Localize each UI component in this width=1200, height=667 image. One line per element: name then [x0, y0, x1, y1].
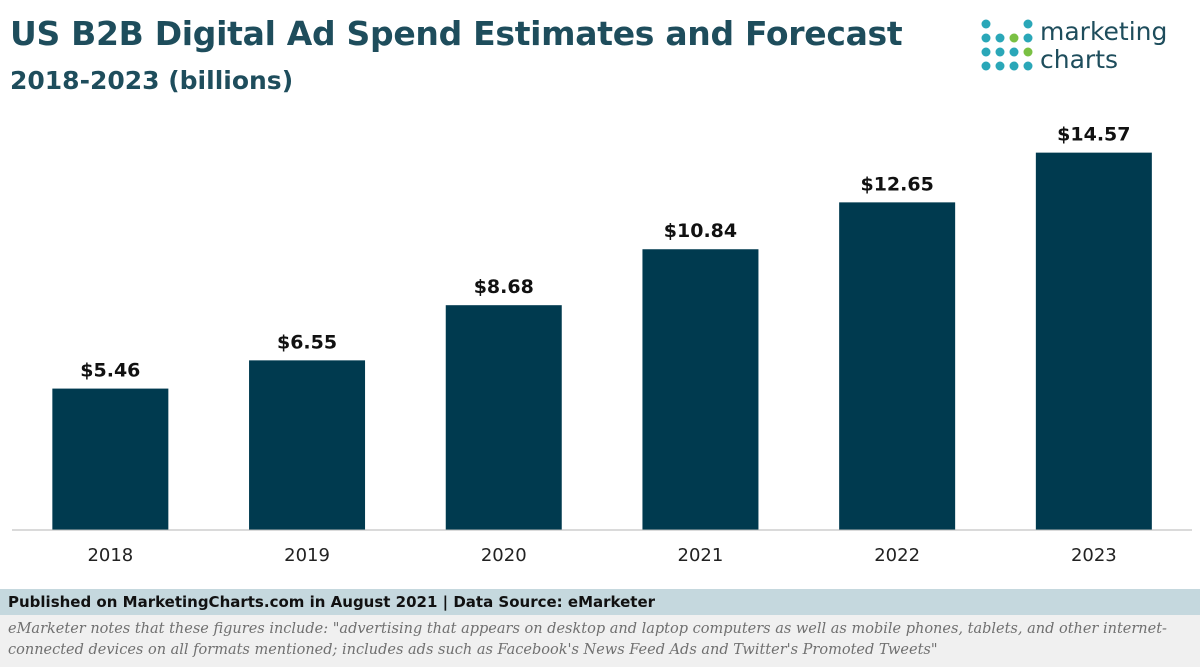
- bar-2019: [249, 360, 366, 530]
- bar-2020: [445, 305, 562, 530]
- logo-line-2: charts: [1040, 45, 1119, 74]
- logo-dot: [981, 19, 991, 29]
- data-label-2018: $5.46: [80, 360, 140, 382]
- data-label-2023: $14.57: [1057, 124, 1130, 146]
- bar-chart: $5.46 2018 $6.55 2019 $8.68 2020 $10.84 2021 $12…: [12, 124, 1192, 566]
- x-tick-2018: 2018: [87, 545, 133, 566]
- bar-2022: [839, 202, 956, 530]
- logo-dots-icon: [981, 19, 1033, 71]
- logo-dot: [981, 33, 991, 43]
- logo-dot: [1023, 61, 1033, 71]
- data-label-2019: $6.55: [277, 331, 337, 353]
- x-tick-2020: 2020: [481, 545, 527, 566]
- x-tick-2019: 2019: [284, 545, 330, 566]
- footer-note: eMarketer notes that these figures inclu…: [0, 615, 1200, 667]
- logo-dot: [1009, 33, 1019, 43]
- logo-dot: [1009, 47, 1019, 57]
- logo-dot: [995, 33, 1005, 43]
- x-tick-2023: 2023: [1071, 545, 1117, 566]
- logo-dot: [1023, 19, 1033, 29]
- x-tick-2022: 2022: [874, 545, 920, 566]
- footer-source: Published on MarketingCharts.com in Augu…: [0, 589, 1200, 615]
- logo-dot: [1009, 61, 1019, 71]
- logo-dot: [995, 61, 1005, 71]
- logo-dot: [995, 47, 1005, 57]
- marketing-charts-logo: marketing charts: [980, 18, 1195, 78]
- bar-2021: [642, 249, 759, 530]
- data-label-2021: $10.84: [664, 220, 737, 242]
- chart-subtitle: 2018-2023 (billions): [10, 66, 294, 95]
- chart-title: US B2B Digital Ad Spend Estimates and Fo…: [10, 14, 903, 53]
- data-label-2020: $8.68: [474, 276, 534, 298]
- x-tick-2021: 2021: [678, 545, 724, 566]
- bar-2023: [1035, 152, 1152, 530]
- bar-2018: [52, 388, 169, 530]
- logo-dot: [981, 61, 991, 71]
- logo-dot: [1023, 33, 1033, 43]
- logo-dot: [1023, 47, 1033, 57]
- logo-line-1: marketing: [1040, 17, 1168, 46]
- logo-dot: [981, 47, 991, 57]
- logo-text: marketing charts: [1040, 18, 1167, 74]
- data-label-2022: $12.65: [860, 173, 933, 195]
